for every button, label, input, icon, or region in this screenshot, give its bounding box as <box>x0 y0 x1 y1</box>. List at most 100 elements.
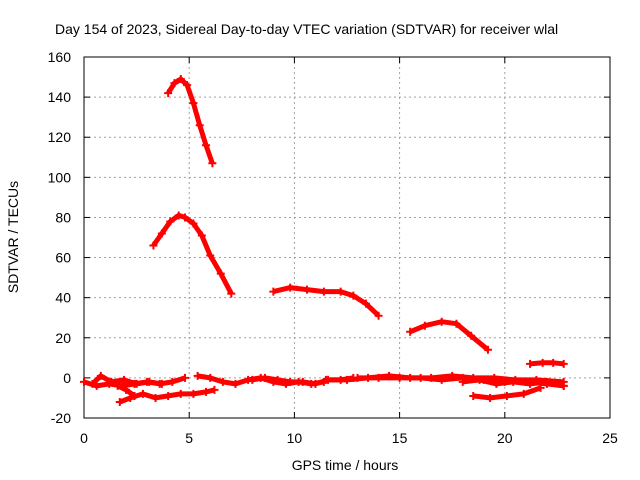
data-point <box>168 377 177 386</box>
data-point <box>202 141 211 150</box>
data-point <box>559 359 568 368</box>
data-point <box>180 213 189 222</box>
data-point <box>122 385 131 394</box>
data-point <box>319 287 328 296</box>
data-point <box>483 345 492 354</box>
data-point <box>164 391 173 400</box>
data-point <box>189 99 198 108</box>
data-point <box>469 391 478 400</box>
data-point <box>343 375 351 384</box>
data-point <box>202 387 211 396</box>
data-point <box>164 89 173 98</box>
data-point <box>149 241 158 250</box>
data-point <box>206 373 215 382</box>
data-point <box>166 217 175 226</box>
data-point <box>492 379 501 388</box>
data-point <box>437 317 446 326</box>
x-tick-label: 5 <box>185 430 193 446</box>
y-tick-label: 160 <box>48 49 72 65</box>
data-point <box>311 379 320 388</box>
data-point <box>189 219 198 228</box>
data-point <box>189 389 198 398</box>
grid <box>84 57 610 418</box>
data-point <box>183 81 192 90</box>
x-tick-label: 25 <box>602 430 618 446</box>
data-point <box>559 381 568 390</box>
data-point <box>542 377 551 386</box>
data-point <box>458 377 467 386</box>
data-point <box>538 358 547 367</box>
data-point <box>157 379 166 388</box>
data-point <box>248 375 257 384</box>
data-point <box>298 377 307 386</box>
data-point <box>180 373 189 382</box>
data-point <box>157 229 166 238</box>
data-point <box>145 377 154 386</box>
y-tick-label: 40 <box>55 290 71 306</box>
data-point <box>519 389 528 398</box>
x-tick-label: 15 <box>392 430 408 446</box>
series-arc-mid <box>151 212 234 295</box>
data-point <box>502 391 511 400</box>
data-point <box>486 393 495 402</box>
data-point <box>119 375 128 384</box>
data-point <box>115 397 124 406</box>
data-point <box>526 359 535 368</box>
x-tick-label: 10 <box>287 430 303 446</box>
y-tick-label: 20 <box>55 330 71 346</box>
data-point <box>416 373 425 382</box>
data-point <box>374 311 383 320</box>
series-arc-high <box>166 76 215 165</box>
data-point <box>208 159 217 168</box>
data-point <box>273 375 282 384</box>
data-point <box>197 231 206 240</box>
data-point <box>193 371 202 380</box>
data-point <box>286 283 295 292</box>
data-point <box>176 389 185 398</box>
data-point <box>130 391 139 400</box>
data-point <box>132 379 141 388</box>
plot-frame <box>83 56 611 419</box>
data-point <box>536 383 545 392</box>
data-point <box>353 373 362 382</box>
y-tick-label: 140 <box>48 89 72 105</box>
data-point <box>216 269 225 278</box>
y-tick-label: -20 <box>51 410 71 426</box>
data-series <box>80 75 568 406</box>
y-tick-label: 80 <box>55 209 71 225</box>
data-point <box>406 327 415 336</box>
data-point <box>336 287 345 296</box>
data-point <box>395 373 404 382</box>
x-axis: 0 5 10 15 20 25 <box>80 57 618 446</box>
y-tick-label: 60 <box>55 250 71 266</box>
data-point <box>452 319 461 328</box>
data-point <box>195 121 204 130</box>
data-point <box>218 377 227 386</box>
data-point <box>107 377 116 386</box>
data-point <box>437 375 446 384</box>
data-point <box>361 299 370 308</box>
data-point <box>170 79 179 88</box>
data-point <box>526 379 535 388</box>
y-tick-label: 0 <box>63 370 71 386</box>
data-point <box>227 289 236 298</box>
data-point <box>286 377 295 386</box>
data-point <box>176 75 185 84</box>
data-point <box>260 373 269 382</box>
y-tick-label: 100 <box>48 169 72 185</box>
data-point <box>138 389 147 398</box>
data-point <box>269 287 278 296</box>
data-point <box>113 381 122 390</box>
x-axis-label: GPS time / hours <box>292 457 399 473</box>
data-point <box>509 377 518 386</box>
data-point <box>349 291 358 300</box>
x-tick-label: 20 <box>497 430 513 446</box>
data-point <box>210 385 219 394</box>
data-point <box>80 377 88 386</box>
data-point <box>420 321 429 330</box>
data-point <box>374 373 383 382</box>
data-point <box>549 358 558 367</box>
y-axis: -20 0 20 40 60 80 100 120 140 160 <box>48 49 610 426</box>
data-point <box>174 211 183 220</box>
